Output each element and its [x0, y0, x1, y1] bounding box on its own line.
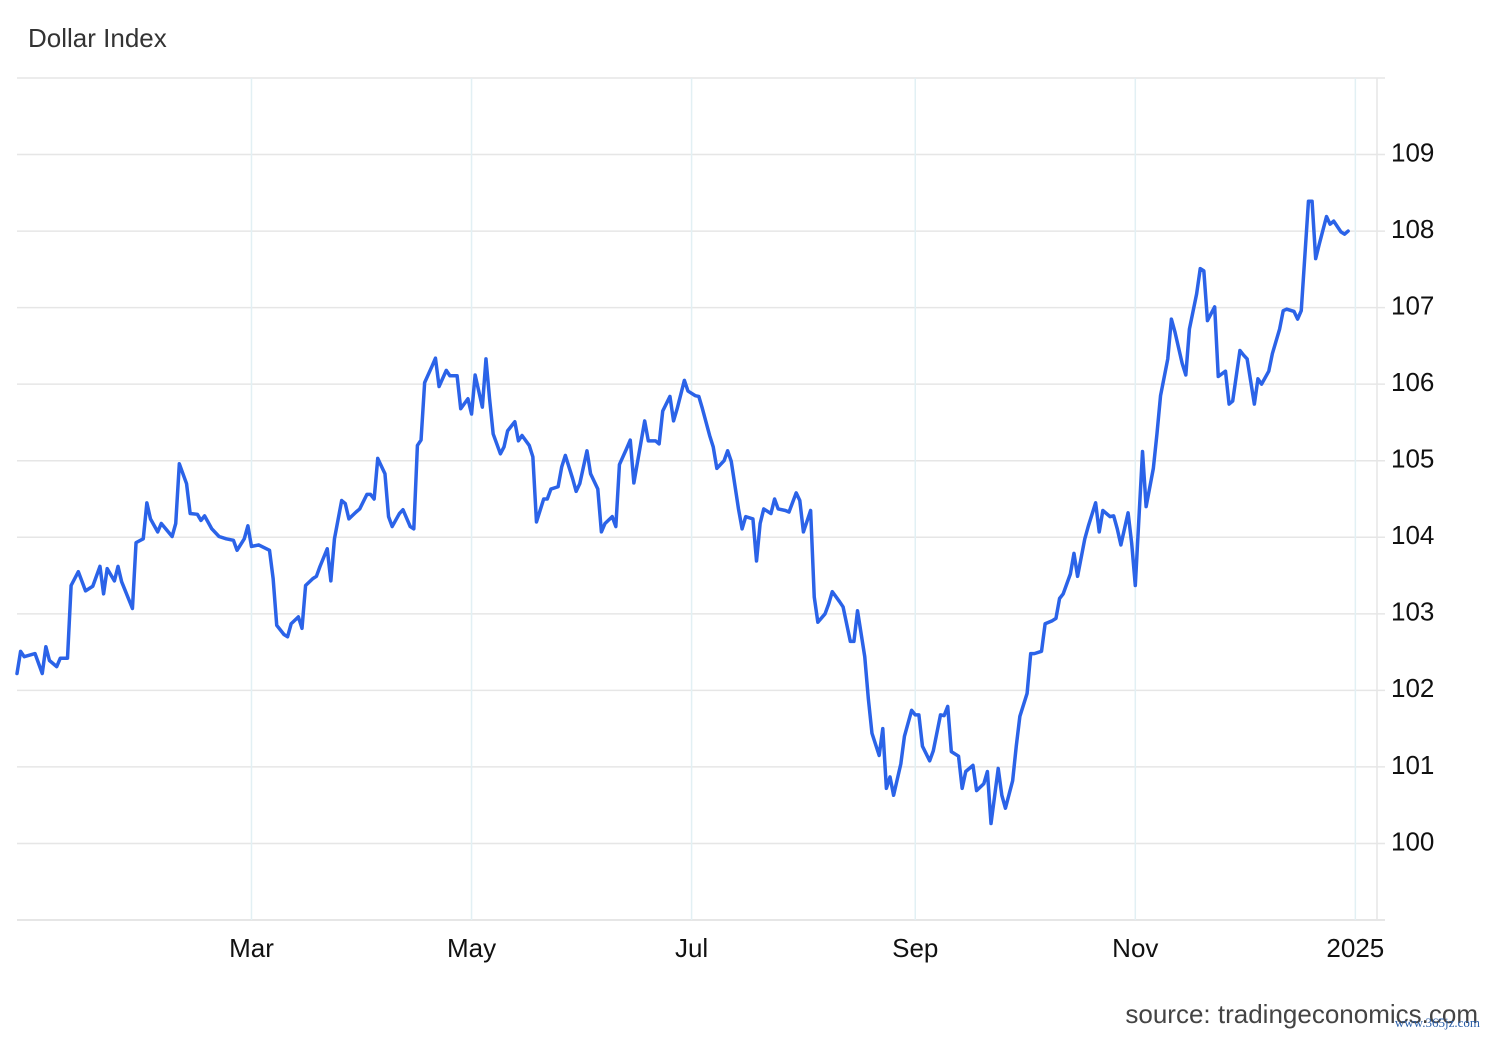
- y-tick-label: 100: [1391, 826, 1434, 856]
- y-tick-label: 106: [1391, 367, 1434, 397]
- source-note: source: tradingeconomics.com: [1125, 999, 1478, 1029]
- data-line: [15, 199, 1350, 826]
- x-tick-label: 2025: [1326, 933, 1384, 963]
- y-tick-label: 104: [1391, 520, 1434, 550]
- tick-labels: 100 101 102 103 104 105 106 107 108 109 Mar May Jul S…: [229, 137, 1434, 962]
- x-tick-label: Jul: [675, 933, 708, 963]
- grid: [17, 78, 1385, 920]
- y-tick-label: 105: [1391, 444, 1434, 474]
- x-tick-label: Mar: [229, 933, 274, 963]
- y-tick-label: 103: [1391, 597, 1434, 627]
- watermark: www.365jz.com: [1395, 1015, 1480, 1030]
- y-tick-label: 109: [1391, 137, 1434, 167]
- y-tick-label: 102: [1391, 673, 1434, 703]
- x-tick-label: May: [447, 933, 496, 963]
- x-tick-label: Sep: [892, 933, 938, 963]
- y-tick-label: 107: [1391, 291, 1434, 321]
- y-tick-label: 101: [1391, 750, 1434, 780]
- y-tick-label: 108: [1391, 214, 1434, 244]
- x-tick-label: Nov: [1112, 933, 1158, 963]
- chart-title: Dollar Index: [28, 23, 167, 53]
- series: [15, 199, 1350, 826]
